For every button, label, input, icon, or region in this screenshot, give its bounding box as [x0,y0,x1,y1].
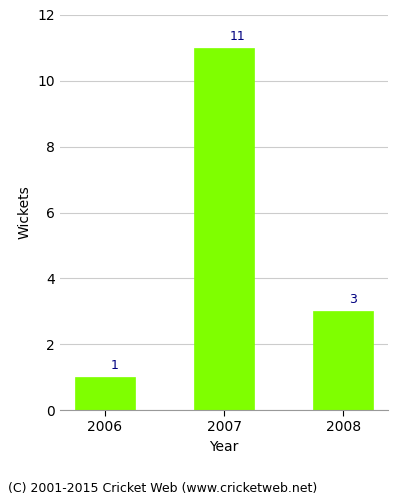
Y-axis label: Wickets: Wickets [18,186,32,240]
X-axis label: Year: Year [209,440,239,454]
Text: (C) 2001-2015 Cricket Web (www.cricketweb.net): (C) 2001-2015 Cricket Web (www.cricketwe… [8,482,317,495]
Bar [194,48,254,410]
Bar [314,311,373,410]
Text: 1: 1 [111,359,118,372]
Bar [75,377,134,410]
Text: 11: 11 [230,30,246,43]
Text: 3: 3 [349,294,357,306]
